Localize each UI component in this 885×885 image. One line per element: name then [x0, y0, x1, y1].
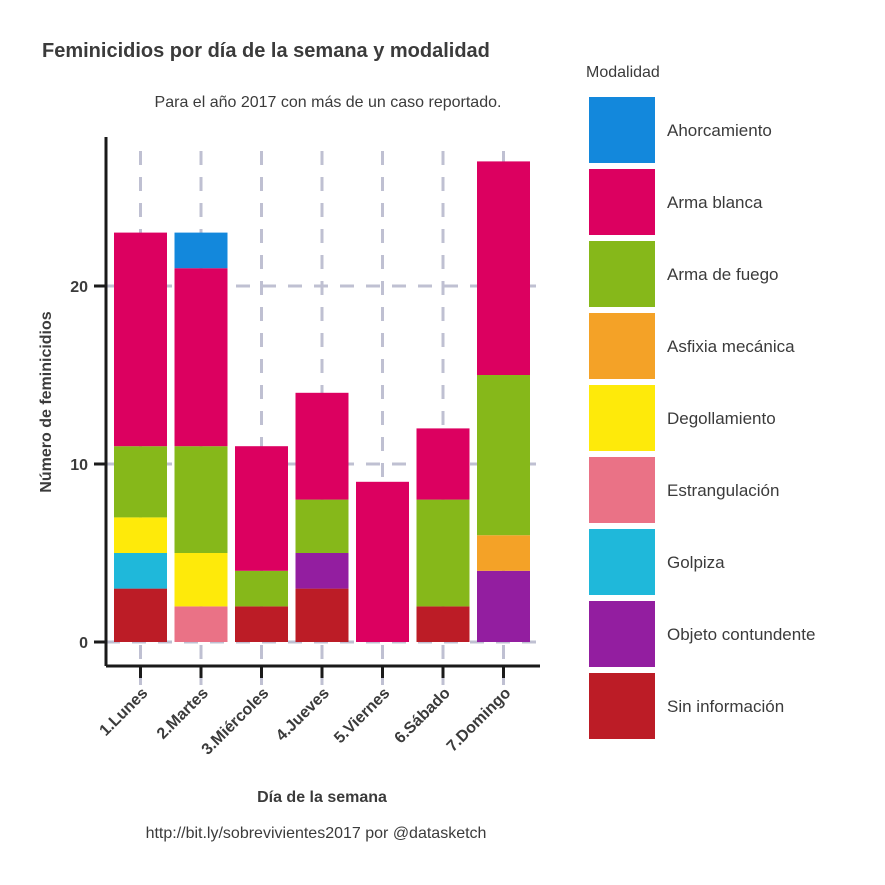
bar-segment — [295, 499, 349, 553]
chart-title: Feminicidios por día de la semana y moda… — [42, 40, 490, 62]
legend-label: Asfixia mecánica — [667, 337, 795, 356]
legend-label: Ahorcamiento — [667, 121, 772, 140]
bar-segment — [356, 481, 409, 642]
legend-key — [589, 457, 655, 523]
legend-key — [589, 241, 655, 307]
x-tick-label: 6.Sábado — [392, 685, 454, 747]
legend-label: Sin información — [667, 697, 784, 716]
bars — [114, 161, 530, 642]
bar-segment — [295, 553, 349, 589]
x-tick-label: 2.Martes — [154, 685, 212, 743]
bar-segment — [114, 588, 167, 642]
y-tick-label: 10 — [70, 457, 88, 474]
x-tick-label: 7.Domingo — [444, 685, 515, 756]
bar-segment — [235, 606, 288, 642]
x-tick-label: 4.Jueves — [273, 685, 333, 745]
bar-segment — [477, 161, 530, 375]
x-tick-label: 5.Viernes — [331, 685, 393, 747]
bar-segment — [114, 553, 167, 589]
legend-key — [589, 97, 655, 163]
legend-label: Estrangulación — [667, 481, 779, 500]
bar-segment — [114, 517, 167, 553]
bar-segment — [235, 570, 288, 607]
y-tick-label: 0 — [79, 635, 88, 652]
x-tick-label: 1.Lunes — [97, 685, 152, 740]
bar-segment — [416, 606, 470, 642]
y-axis-ticks: 0 10 20 — [70, 279, 106, 652]
bar-segment — [174, 606, 228, 642]
legend-label: Arma blanca — [667, 193, 763, 212]
y-axis-title: Número de feminicidios — [38, 311, 55, 492]
y-tick-label: 20 — [70, 279, 88, 296]
bar-segment — [416, 499, 470, 607]
legend-label: Degollamiento — [667, 409, 776, 428]
bar-segment — [477, 535, 530, 571]
legend-key — [589, 601, 655, 667]
bar-segment — [174, 553, 228, 607]
bar-segment — [174, 446, 228, 553]
legend-key — [589, 385, 655, 451]
legend: Modalidad Ahorcamiento Arma blanca Arma de… — [586, 64, 815, 739]
legend-key — [589, 313, 655, 379]
x-axis-title: Día de la semana — [257, 789, 387, 806]
legend-key — [589, 673, 655, 739]
bar-segment — [295, 392, 349, 500]
bar-segment — [295, 588, 349, 642]
bar-segment — [174, 268, 228, 447]
legend-label: Objeto contundente — [667, 625, 815, 644]
bar-segment — [114, 232, 167, 447]
legend-title: Modalidad — [586, 64, 660, 81]
chart-caption: http://bit.ly/sobrevivientes2017 por @da… — [146, 825, 487, 842]
legend-key — [589, 529, 655, 595]
legend-label: Golpiza — [667, 553, 725, 572]
legend-key — [589, 169, 655, 235]
chart-subtitle: Para el año 2017 con más de un caso repo… — [155, 94, 502, 111]
legend-label: Arma de fuego — [667, 265, 779, 284]
bar-segment — [235, 446, 288, 571]
bar-segment — [477, 375, 530, 536]
bar-segment — [477, 570, 530, 642]
bar-segment — [174, 232, 228, 269]
bar-segment — [416, 428, 470, 500]
bar-segment — [114, 446, 167, 518]
